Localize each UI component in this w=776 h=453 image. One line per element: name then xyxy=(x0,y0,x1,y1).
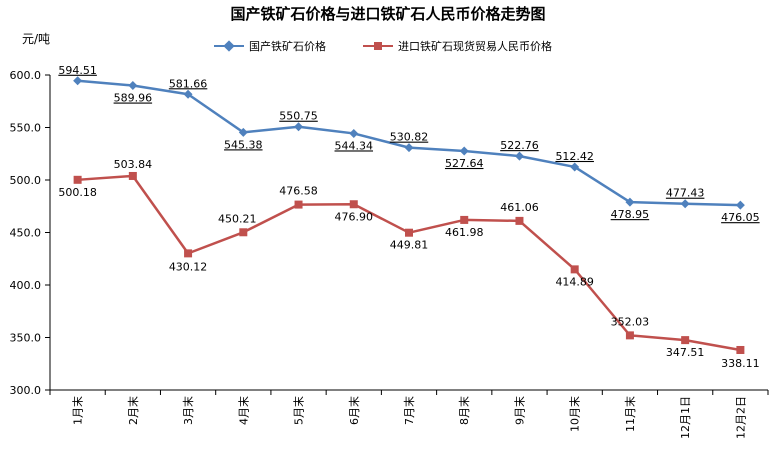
data-label: 503.84 xyxy=(114,158,153,171)
x-axis: 1月末 2月末 3月末 4月末 5月末 6月末 7月末 8月末 9月末 10月末 11月末 12月1日… xyxy=(49,389,769,439)
legend-label-import: 进口铁矿石现货贸易人民币价格 xyxy=(398,39,552,53)
series-point xyxy=(460,215,469,224)
y-tick-label: 600.0 xyxy=(10,69,42,82)
series xyxy=(73,76,745,354)
x-tick-label: 6月末 xyxy=(347,396,361,425)
data-label: 476.90 xyxy=(335,210,374,223)
data-label: 530.82 xyxy=(390,131,429,144)
data-label: 450.21 xyxy=(218,212,257,225)
series-point xyxy=(515,216,524,225)
series-point xyxy=(349,200,358,209)
series-point xyxy=(73,76,83,86)
data-label: 589.96 xyxy=(114,92,153,105)
series-point xyxy=(680,199,690,209)
data-label: 544.34 xyxy=(335,139,374,152)
y-tick-label: 400.0 xyxy=(10,279,42,292)
x-tick-label: 12月2日 xyxy=(734,396,747,439)
series-point xyxy=(736,345,745,354)
series-point xyxy=(404,143,414,153)
x-tick-label: 5月末 xyxy=(292,396,306,425)
x-tick-label: 3月末 xyxy=(181,396,195,425)
series-point xyxy=(128,81,138,91)
data-label: 550.75 xyxy=(279,110,318,123)
data-label: 512.42 xyxy=(555,150,594,163)
y-axis: 300.0 350.0 400.0 450.0 500.0 550.0 600.0 xyxy=(10,69,51,397)
series-point xyxy=(349,128,359,138)
data-label: 449.81 xyxy=(390,239,429,252)
x-tick-label: 9月末 xyxy=(512,396,526,425)
data-labels: 594.51 589.96 581.66 545.38 550.75 544.34 530.… xyxy=(58,64,759,370)
data-label: 500.18 xyxy=(58,186,97,199)
data-label: 476.05 xyxy=(721,211,760,224)
data-label: 581.66 xyxy=(169,77,208,90)
series-point xyxy=(183,89,193,99)
y-tick-label: 550.0 xyxy=(10,122,42,135)
series-point xyxy=(459,146,469,156)
data-label: 461.98 xyxy=(445,226,484,239)
series-point xyxy=(405,228,413,237)
y-tick-label: 350.0 xyxy=(10,332,42,345)
chart-title: 国产铁矿石价格与进口铁矿石人民币价格走势图 xyxy=(230,5,545,23)
data-label: 545.38 xyxy=(224,138,263,151)
data-label: 347.51 xyxy=(666,346,705,359)
data-label: 477.43 xyxy=(666,187,705,200)
x-tick-label: 4月末 xyxy=(236,396,250,425)
data-label: 352.03 xyxy=(611,315,650,328)
data-label: 522.76 xyxy=(500,139,539,152)
x-tick-label: 11月末 xyxy=(623,396,637,432)
series-point xyxy=(128,171,137,180)
data-label: 461.06 xyxy=(500,201,539,214)
data-label: 414.89 xyxy=(555,275,594,288)
series-point xyxy=(570,162,580,172)
series-point xyxy=(681,336,690,345)
legend-marker-import xyxy=(374,42,382,50)
x-tick-label: 7月末 xyxy=(402,396,416,425)
legend-marker-domestic xyxy=(223,40,235,52)
x-tick-label: 2月末 xyxy=(126,396,140,425)
series-point xyxy=(184,249,193,258)
y-tick-label: 300.0 xyxy=(10,384,42,397)
x-tick-label: 1月末 xyxy=(71,396,85,425)
series-point xyxy=(238,127,248,137)
legend: 国产铁矿石价格 进口铁矿石现货贸易人民币价格 xyxy=(214,39,552,53)
series-point xyxy=(514,151,524,161)
series-point xyxy=(625,197,635,207)
series-point xyxy=(735,200,745,210)
x-tick-label: 10月末 xyxy=(568,396,582,432)
legend-label-domestic: 国产铁矿石价格 xyxy=(249,39,326,53)
series-point xyxy=(294,122,304,132)
y-tick-label: 500.0 xyxy=(10,174,42,187)
data-label: 594.51 xyxy=(58,64,97,77)
data-label: 430.12 xyxy=(169,260,208,273)
data-label: 527.64 xyxy=(445,157,484,170)
y-axis-unit: 元/吨 xyxy=(22,32,50,46)
series-point xyxy=(294,200,303,209)
series-point xyxy=(73,175,82,184)
x-tick-label: 8月末 xyxy=(457,396,471,425)
y-tick-label: 450.0 xyxy=(10,227,42,240)
x-tick-label: 12月1日 xyxy=(679,396,692,439)
data-label: 338.11 xyxy=(721,357,760,370)
data-label: 478.95 xyxy=(611,208,650,221)
series-point xyxy=(625,331,634,340)
series-point xyxy=(570,265,579,274)
data-label: 476.58 xyxy=(279,185,318,198)
series-point xyxy=(239,228,248,237)
